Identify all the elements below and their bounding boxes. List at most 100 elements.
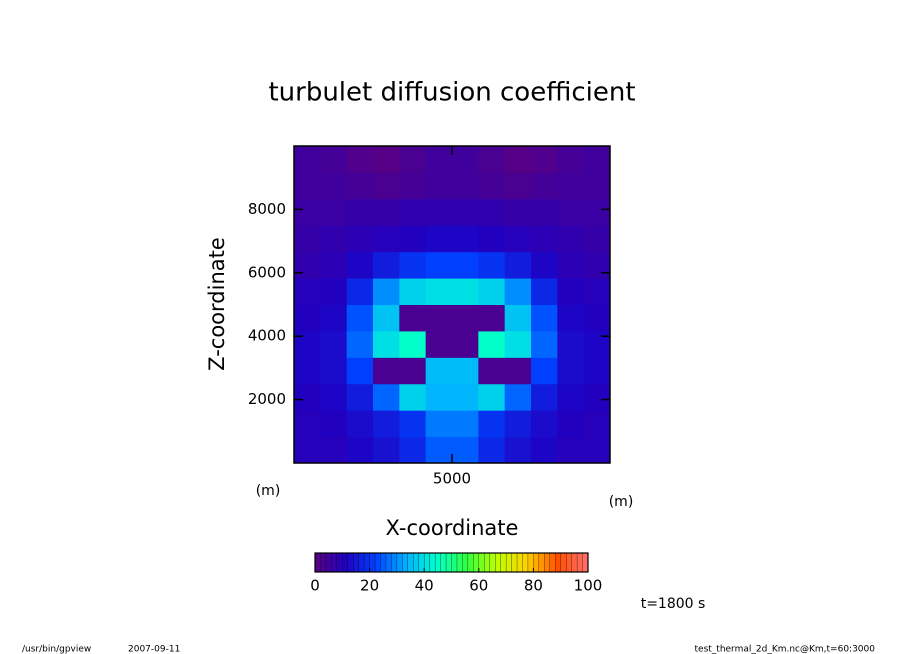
heat-cell — [320, 198, 348, 226]
heat-cell — [478, 251, 506, 279]
heat-cell — [320, 251, 348, 279]
heat-cell — [504, 304, 532, 332]
heat-cell — [294, 198, 321, 226]
heat-cell — [478, 146, 506, 173]
colorbar-swatch — [478, 552, 485, 573]
heat-cell — [346, 436, 374, 464]
colorbar-swatch — [560, 552, 567, 573]
heat-cell — [425, 383, 453, 411]
colorbar-swatch — [429, 552, 436, 573]
heat-cell — [504, 225, 532, 253]
heat-cell — [373, 383, 400, 411]
heat-cell — [346, 383, 374, 411]
colorbar-swatch — [402, 552, 409, 573]
heat-cell — [294, 436, 321, 464]
colorbar-swatch — [473, 552, 480, 573]
colorbar-swatch — [353, 552, 360, 573]
heat-cell — [425, 278, 453, 305]
heat-cell — [478, 225, 506, 253]
colorbar-swatch — [544, 552, 551, 573]
heat-cell — [452, 304, 479, 332]
heat-cell — [504, 278, 532, 305]
heat-cell — [346, 357, 374, 385]
heat-cell — [452, 330, 479, 358]
heat-cell — [478, 198, 506, 226]
colorbar-tick-label: 20 — [360, 577, 379, 595]
heat-cell — [399, 198, 427, 226]
heat-cell — [583, 383, 611, 411]
colorbar-swatch — [331, 552, 338, 573]
colorbar-swatch — [527, 552, 534, 573]
heat-cell — [478, 357, 506, 385]
heat-cell — [478, 330, 506, 358]
heat-cell — [346, 225, 374, 253]
heat-cell — [320, 383, 348, 411]
colorbar-swatch — [576, 552, 583, 573]
heat-cell — [294, 383, 321, 411]
heat-cell — [452, 251, 479, 279]
heat-cell — [373, 172, 400, 200]
heat-cell — [583, 172, 611, 200]
colorbar-swatch — [347, 552, 354, 573]
y-axis-label: Z-coordinate — [205, 237, 229, 371]
colorbar-swatch — [440, 552, 447, 573]
colorbar-swatch — [363, 552, 371, 573]
heat-cell — [583, 198, 611, 226]
colorbar-swatch — [500, 552, 507, 573]
heat-cell — [346, 172, 374, 200]
heat-cell — [425, 251, 453, 279]
heat-cell — [399, 304, 427, 332]
heat-cell — [583, 436, 611, 464]
heat-cell — [373, 330, 400, 358]
colorbar-swatch — [484, 552, 491, 573]
heat-cell — [399, 251, 427, 279]
heat-cell — [320, 330, 348, 358]
heat-cell — [373, 304, 400, 332]
heat-cell — [399, 436, 427, 464]
heat-cell — [320, 357, 348, 385]
colorbar-frame — [314, 552, 589, 573]
heat-cell — [531, 198, 558, 226]
heat-cell — [373, 225, 400, 253]
heat-cell — [583, 146, 611, 173]
heat-cell — [425, 304, 453, 332]
heat-cell — [557, 146, 585, 173]
heat-cell — [320, 225, 348, 253]
colorbar-swatch — [342, 552, 349, 573]
heat-cell — [531, 304, 558, 332]
heat-cell — [425, 357, 453, 385]
footer-date: 2007-09-11 — [128, 645, 180, 654]
colorbar-tick-label: 80 — [524, 577, 543, 595]
heat-cell — [557, 357, 585, 385]
heat-cell — [452, 278, 479, 305]
heat-cell — [557, 383, 585, 411]
heat-cell — [373, 251, 400, 279]
heat-cell — [478, 278, 506, 305]
colorbar-swatch — [555, 552, 562, 573]
heat-cell — [346, 304, 374, 332]
heat-cell — [531, 172, 558, 200]
heat-cell — [583, 225, 611, 253]
heat-cell — [452, 146, 479, 173]
heat-cell — [373, 436, 400, 464]
y-tick-label: 6000 — [248, 263, 286, 281]
heat-cell — [557, 436, 585, 464]
heat-cell — [531, 383, 558, 411]
heat-cell — [583, 304, 611, 332]
heat-cell — [478, 304, 506, 332]
heat-cell — [294, 357, 321, 385]
heat-cell — [504, 383, 532, 411]
heat-cell — [320, 172, 348, 200]
time-label: t=1800 s — [641, 596, 706, 612]
heat-cell — [373, 198, 400, 226]
colorbar-swatch — [456, 552, 463, 573]
colorbar-swatch — [533, 552, 540, 573]
colorbar-swatch — [325, 552, 332, 573]
heat-cell — [425, 198, 453, 226]
heat-cell — [373, 410, 400, 438]
heat-cell — [504, 410, 532, 438]
heat-cell — [583, 357, 611, 385]
y-tick-label: 2000 — [248, 390, 286, 408]
heat-cell — [320, 146, 348, 173]
